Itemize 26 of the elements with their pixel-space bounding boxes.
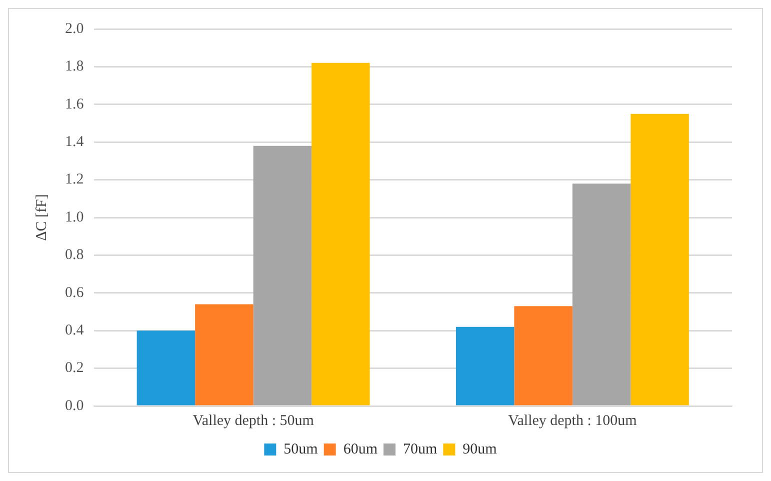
y-tick-label: 1.2: [65, 172, 84, 188]
legend-label: 70um: [403, 441, 438, 458]
bar: [195, 304, 254, 406]
y-tick-label: 0.4: [65, 322, 84, 339]
y-tick-label: 0.2: [65, 360, 84, 376]
y-tick-label: 0.6: [65, 284, 84, 301]
y-tick-label: 0.8: [65, 247, 84, 264]
y-tick-label: 0.0: [65, 398, 84, 414]
bar: [630, 114, 689, 406]
bar: [136, 330, 196, 406]
legend-label: 50um: [284, 441, 318, 458]
y-axis-title: ΔC [fF]: [34, 194, 50, 241]
bar: [312, 62, 370, 406]
x-tick-label: Valley depth : 50um: [192, 412, 314, 429]
x-tick-label: Valley depth : 100um: [508, 412, 638, 429]
legend-label: 90um: [462, 441, 498, 458]
y-tick-label: 1.4: [65, 134, 84, 150]
bar: [456, 326, 514, 406]
legend-label: 60um: [343, 441, 378, 458]
y-tick-label: 1.8: [65, 58, 84, 75]
bar: [514, 306, 572, 406]
y-tick-label: 1.0: [65, 209, 84, 226]
bar: [572, 184, 631, 406]
y-tick-label: 2.0: [65, 20, 84, 37]
y-tick-label: 1.6: [65, 96, 84, 112]
bar: [253, 146, 312, 406]
